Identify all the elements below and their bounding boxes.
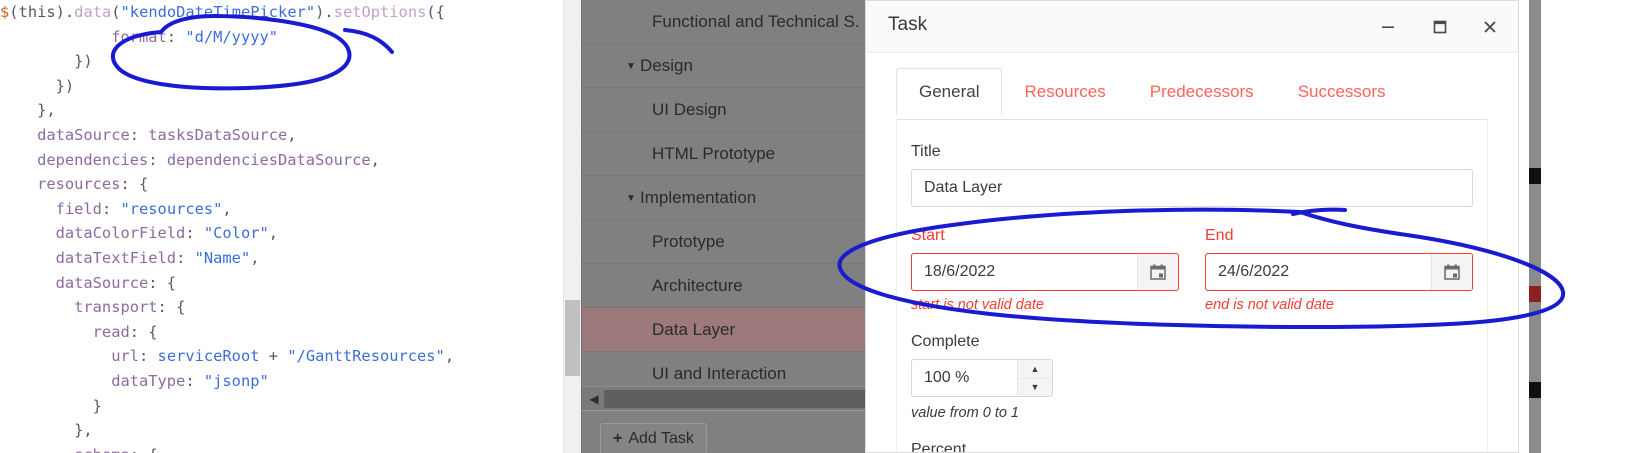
gantt-task-row[interactable]: Architecture (582, 264, 866, 308)
scrollbar-marker[interactable] (1529, 286, 1541, 302)
code-line: } (0, 396, 102, 415)
next-field-label: Percent (911, 441, 967, 453)
dialog-titlebar: Task (866, 1, 1518, 53)
code-line: }, (0, 101, 56, 120)
start-validation-message: start is not valid date (911, 297, 1044, 313)
plus-icon: + (613, 430, 623, 447)
code-listing[interactable]: $(this).data("kendoDateTimePicker").setO… (0, 0, 563, 453)
spinner-down-icon[interactable]: ▼ (1030, 382, 1040, 393)
chevron-down-icon[interactable]: ▼ (626, 193, 636, 205)
gantt-task-list[interactable]: Functional and Technical S. ▼ Design UI Des… (581, 0, 866, 453)
code-line: $(this).data("kendoDateTimePicker").setO… (0, 3, 445, 21)
gantt-task-label: Design (640, 56, 693, 75)
close-icon[interactable] (1476, 13, 1504, 41)
start-field-group: Start start is (911, 227, 1179, 313)
scrollbar-marker[interactable] (1529, 168, 1541, 184)
spinner-up-icon[interactable]: ▲ (1018, 360, 1052, 379)
ide-vertical-scrollbar[interactable] (1529, 0, 1541, 453)
code-line: resources: { (0, 175, 149, 194)
gantt-task-row[interactable]: Data Layer (582, 308, 866, 352)
end-field-label: End (1205, 227, 1234, 244)
gantt-task-label: Implementation (640, 188, 757, 207)
start-field-label: Start (911, 227, 945, 244)
title-field-label: Title (911, 143, 941, 160)
minimize-icon[interactable] (1374, 13, 1402, 41)
code-editor-scrollbar-thumb[interactable] (565, 300, 580, 376)
tab-predecessors[interactable]: Predecessors (1149, 82, 1254, 101)
tab-successors[interactable]: Successors (1297, 82, 1386, 101)
add-task-button[interactable]: + Add Task (600, 423, 707, 453)
general-tab-form: Title Start (896, 119, 1488, 452)
gantt-task-label: Data Layer (652, 320, 736, 339)
code-line: field: "resources", (0, 199, 232, 218)
gantt-task-label: HTML Prototype (652, 144, 776, 163)
date-fields-row: Start start is (911, 227, 1473, 313)
gantt-task-label: Architecture (652, 276, 743, 295)
start-date-input[interactable] (912, 254, 1137, 290)
complete-hint-message: value from 0 to 1 (911, 405, 1019, 421)
code-line: }) (0, 52, 93, 71)
dialog-title: Task (888, 14, 928, 35)
gantt-task-label: Functional and Technical S. (652, 12, 860, 31)
code-line: dataColorField: "Color", (0, 224, 279, 243)
code-line: dataSource: tasksDataSource, (0, 125, 297, 144)
gantt-row-container[interactable]: Functional and Technical S. ▼ Design UI Des… (582, 0, 866, 396)
complete-numeric-textbox[interactable]: ▲ ▼ (911, 359, 1053, 397)
code-editor-vertical-scrollbar[interactable] (563, 0, 581, 453)
tab-resources[interactable]: Resources (1024, 82, 1106, 101)
code-line: dataSource: { (0, 273, 177, 292)
code-line: dependencies: dependenciesDataSource, (0, 150, 380, 169)
gantt-task-row[interactable]: ▼ Design (582, 44, 866, 88)
calendar-icon[interactable] (1431, 254, 1472, 290)
scroll-left-arrow-icon[interactable]: ◀ (589, 392, 599, 406)
gantt-task-label: UI Design (652, 100, 727, 119)
gantt-hscroll-thumb[interactable] (604, 390, 866, 408)
code-line: schema: { (0, 443, 563, 453)
title-field-group: Title (911, 143, 1473, 207)
code-line: dataType: "jsonp" (0, 371, 269, 390)
code-line: format: "d/M/yyyy" (0, 27, 279, 46)
maximize-icon[interactable] (1426, 13, 1454, 41)
calendar-icon[interactable] (1137, 254, 1178, 290)
code-editor-pane[interactable]: $(this).data("kendoDateTimePicker").setO… (0, 0, 563, 453)
gantt-task-row[interactable]: ▼ Implementation (582, 176, 866, 220)
code-line: }, (0, 421, 93, 440)
gantt-horizontal-scrollbar[interactable]: ◀ (582, 386, 866, 411)
gantt-footer: + Add Task (582, 410, 866, 453)
gantt-task-row[interactable]: UI Design (582, 88, 866, 132)
code-line: read: { (0, 322, 158, 341)
code-line: transport: { (0, 298, 186, 317)
task-dialog: Task General Resources Predecessors Success… (865, 0, 1519, 453)
complete-field-group: Complete ▲ ▼ value from 0 to 1 (911, 333, 1473, 421)
end-date-input[interactable] (1206, 254, 1431, 290)
title-input[interactable] (911, 169, 1473, 207)
gantt-task-row[interactable]: Prototype (582, 220, 866, 264)
gantt-task-row[interactable]: HTML Prototype (582, 132, 866, 176)
dialog-tabstrip[interactable]: General Resources Predecessors Successors (896, 67, 1488, 120)
add-task-label: Add Task (628, 430, 694, 447)
start-datepicker[interactable] (911, 253, 1179, 291)
end-field-group: End end is not (1205, 227, 1473, 313)
gantt-task-row[interactable]: Functional and Technical S. (582, 0, 866, 44)
quantity-stepper[interactable]: ▲ ▼ (1017, 360, 1052, 396)
tab-general[interactable]: General (896, 68, 1003, 116)
end-datepicker[interactable] (1205, 253, 1473, 291)
code-line: }) (0, 76, 75, 95)
gantt-task-label: Prototype (652, 232, 725, 251)
gantt-task-label: UI and Interaction (652, 364, 787, 383)
scrollbar-marker[interactable] (1529, 382, 1541, 398)
complete-input[interactable] (912, 360, 1017, 396)
end-validation-message: end is not valid date (1205, 297, 1334, 313)
complete-field-label: Complete (911, 333, 980, 350)
chevron-down-icon[interactable]: ▼ (626, 61, 636, 73)
code-line: url: serviceRoot + "/GanttResources", (0, 347, 455, 366)
code-line: dataTextField: "Name", (0, 248, 260, 267)
